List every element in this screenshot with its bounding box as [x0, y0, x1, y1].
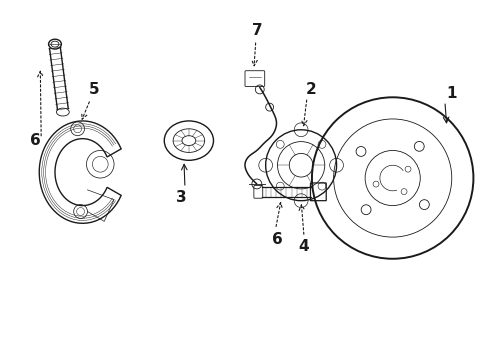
Text: 6: 6 — [30, 133, 41, 148]
Text: 7: 7 — [252, 23, 263, 38]
Text: 2: 2 — [306, 82, 317, 97]
Text: 4: 4 — [299, 239, 309, 255]
Text: 6: 6 — [272, 231, 283, 247]
Text: 5: 5 — [89, 82, 99, 97]
Text: 1: 1 — [446, 86, 457, 101]
Text: 3: 3 — [176, 190, 186, 205]
